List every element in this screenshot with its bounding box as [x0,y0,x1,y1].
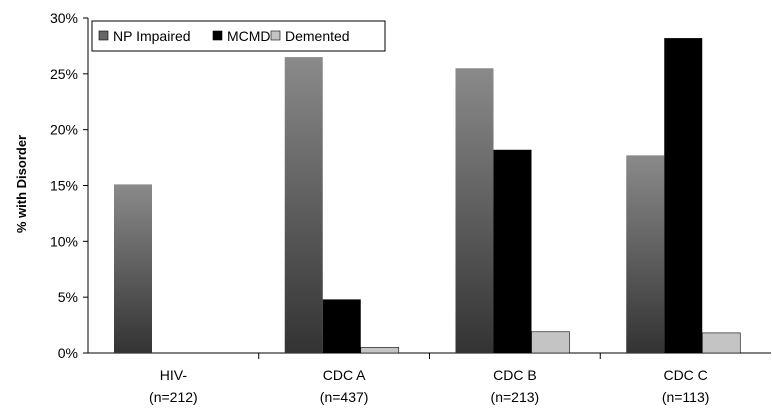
x-tick-label: HIV- [160,367,188,383]
x-axis-ticks: HIV- (n=212) CDC A (n=437) CDC B (n=213) CDC C… [149,367,709,405]
bar-mcmd-cdc-b [493,149,532,353]
legend-label: Demented [285,28,350,44]
x-tick-label: CDC C [663,367,707,383]
y-tick-label: 0% [58,345,78,361]
bar-np-impaired-cdc-b [455,68,494,353]
bar-mcmd-cdc-c [664,38,703,353]
y-axis-label: % with Disorder [14,135,29,233]
x-tick-sublabel: (n=212) [149,389,198,405]
y-axis-ticks: 0% 5% 10% 15% 20% 25% 30% [50,10,88,361]
x-tick-label: CDC B [493,367,537,383]
legend-label: MCMD [227,28,271,44]
bar-np-impaired-hiv- [114,184,152,353]
bar-np-impaired-cdc-c [626,155,665,353]
x-tick-sublabel: (n=437) [320,389,369,405]
x-tick-sublabel: (n=213) [491,389,540,405]
x-tick-label: CDC A [323,367,366,383]
bar-demented-cdc-c [701,332,741,354]
legend: NP Impaired MCMD Demented [91,20,386,52]
y-tick-label: 25% [50,66,78,82]
y-tick-label: 30% [50,10,78,26]
legend-swatch [212,30,223,41]
y-tick-label: 20% [50,122,78,138]
legend-swatch [270,30,281,41]
x-tick-sublabel: (n=113) [662,389,710,405]
legend-box [91,20,386,52]
y-tick-label: 10% [50,233,78,249]
y-tick-label: 15% [50,178,78,194]
legend-swatch [98,30,109,41]
bars [114,38,741,359]
y-tick-label: 5% [58,289,78,305]
bar-mcmd-cdc-a [322,299,361,353]
bar-demented-cdc-b [531,331,570,354]
bar-demented-cdc-a [360,347,400,354]
bar-np-impaired-cdc-a [284,57,323,353]
legend-label: NP Impaired [113,28,191,44]
